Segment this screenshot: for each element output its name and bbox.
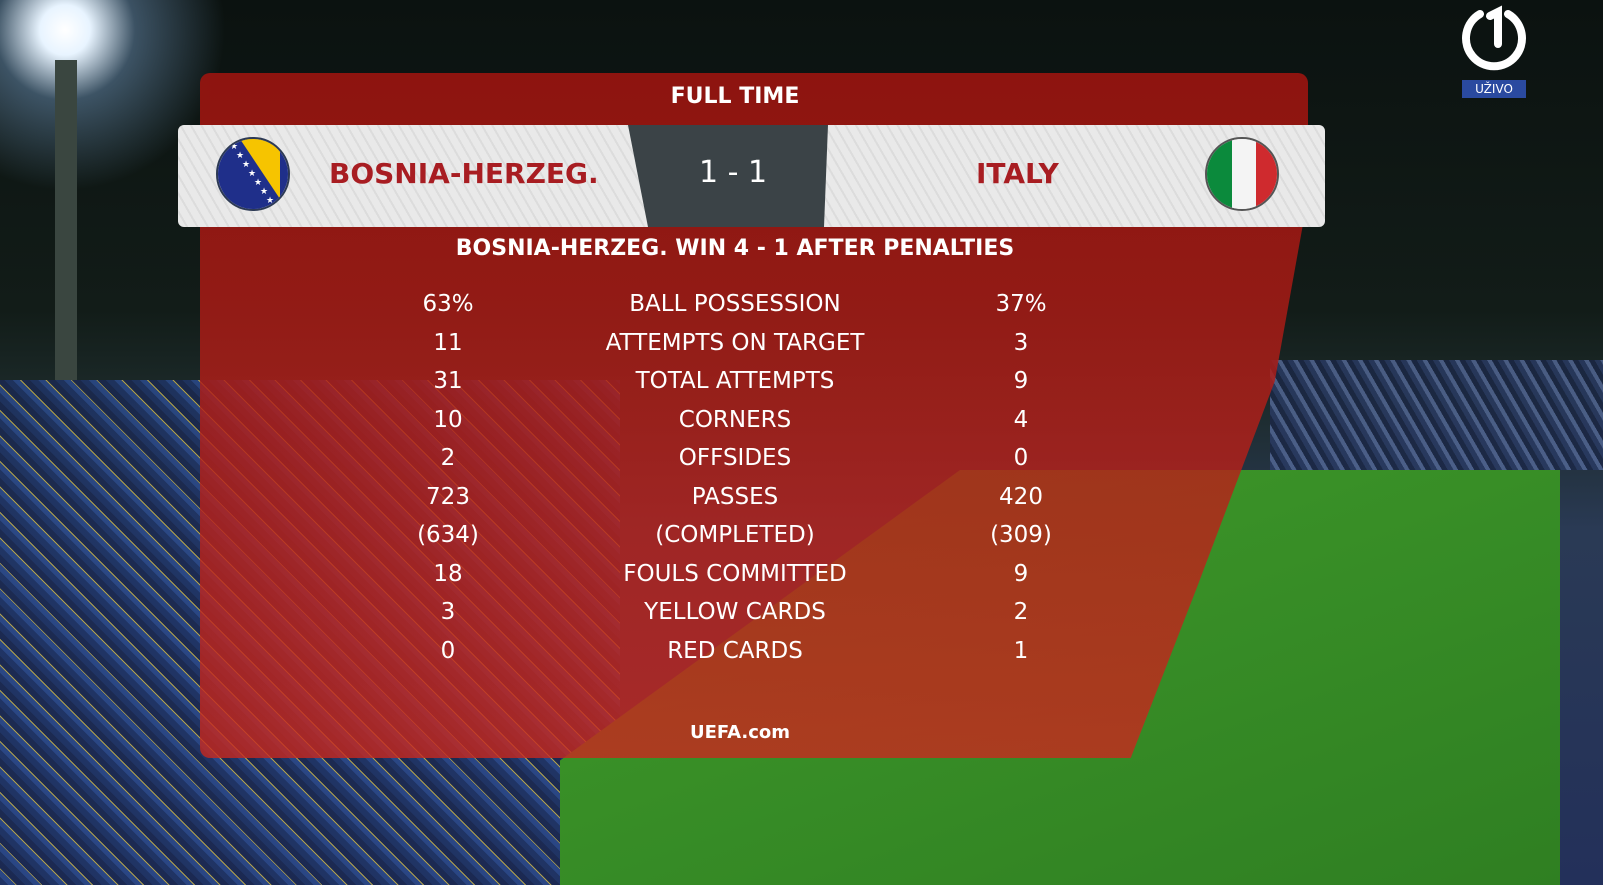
stat-row: 31 TOTAL ATTEMPTS 9 [0,368,1603,406]
stat-row: 2 OFFSIDES 0 [0,445,1603,483]
stat-row: 63% BALL POSSESSION 37% [0,291,1603,329]
live-badge: UŽIVO [1462,80,1526,98]
stat-row: 18 FOULS COMMITTED 9 [0,561,1603,599]
result-note: BOSNIA-HERZEG. WIN 4 - 1 AFTER PENALTIES [455,236,1015,261]
stat-home-value: 0 [440,637,456,664]
stat-row: 723 PASSES 420 [0,484,1603,522]
stat-away-value: 37% [995,291,1047,317]
stat-home-value: 63% [422,291,474,317]
score-box [628,125,828,227]
stat-label: OFFSIDES [678,445,792,471]
stat-away-value: 9 [1013,368,1029,394]
stat-away-value: 420 [999,483,1043,510]
svg-text:★: ★ [230,142,238,152]
stat-away-value: 4 [1013,406,1029,433]
svg-text:★: ★ [266,196,274,206]
svg-text:★: ★ [260,187,268,197]
match-status: FULL TIME [670,84,800,109]
stat-label: PASSES [691,483,779,510]
home-team-name: BOSNIA-HERZEG. [329,157,599,190]
stat-home-value: 10 [433,406,463,433]
stat-label: ATTEMPTS ON TARGET [605,329,865,356]
stat-home-value: 31 [433,368,463,394]
crowd-right [1270,360,1603,470]
stat-away-value: 1 [1013,637,1029,664]
stat-away-value: 0 [1013,445,1029,471]
stat-label: YELLOW CARDS [644,599,826,625]
svg-text:★: ★ [236,151,244,161]
channel-1-logo-icon [1462,5,1526,71]
svg-text:★: ★ [254,178,262,188]
stat-row: 11 ATTEMPTS ON TARGET 3 [0,330,1603,368]
svg-text:★: ★ [242,160,250,170]
stat-row: (634) (COMPLETED) (309) [0,522,1603,560]
stat-away-value: 2 [1013,599,1029,625]
stat-away-value: 3 [1013,329,1029,356]
stat-home-value: 723 [426,483,470,510]
stat-label: RED CARDS [667,637,803,664]
stat-label: CORNERS [678,406,792,433]
stat-label: FOULS COMMITTED [623,560,847,587]
stat-home-value: 3 [440,599,456,625]
svg-text:★: ★ [248,169,256,179]
stat-label: TOTAL ATTEMPTS [635,368,835,394]
stat-label: BALL POSSESSION [629,291,841,317]
floodlight-tower [55,60,77,380]
away-team-name: ITALY [976,157,1059,190]
stat-home-value: (634) [417,522,479,548]
stat-away-value: 9 [1013,560,1029,587]
source-credit: UEFA.com [689,722,791,743]
stat-home-value: 2 [440,445,456,471]
stat-row: 0 RED CARDS 1 [0,638,1603,676]
stat-away-value: (309) [990,522,1052,548]
stat-label: (COMPLETED) [655,522,815,548]
stat-row: 10 CORNERS 4 [0,407,1603,445]
italy-flag-icon [1205,137,1279,211]
score: 1 - 1 [698,155,768,190]
stat-home-value: 11 [433,329,463,356]
stat-row: 3 YELLOW CARDS 2 [0,599,1603,637]
bosnia-flag-icon: ★ ★ ★ ★ ★ ★ ★ [216,137,290,211]
stat-home-value: 18 [433,560,463,587]
